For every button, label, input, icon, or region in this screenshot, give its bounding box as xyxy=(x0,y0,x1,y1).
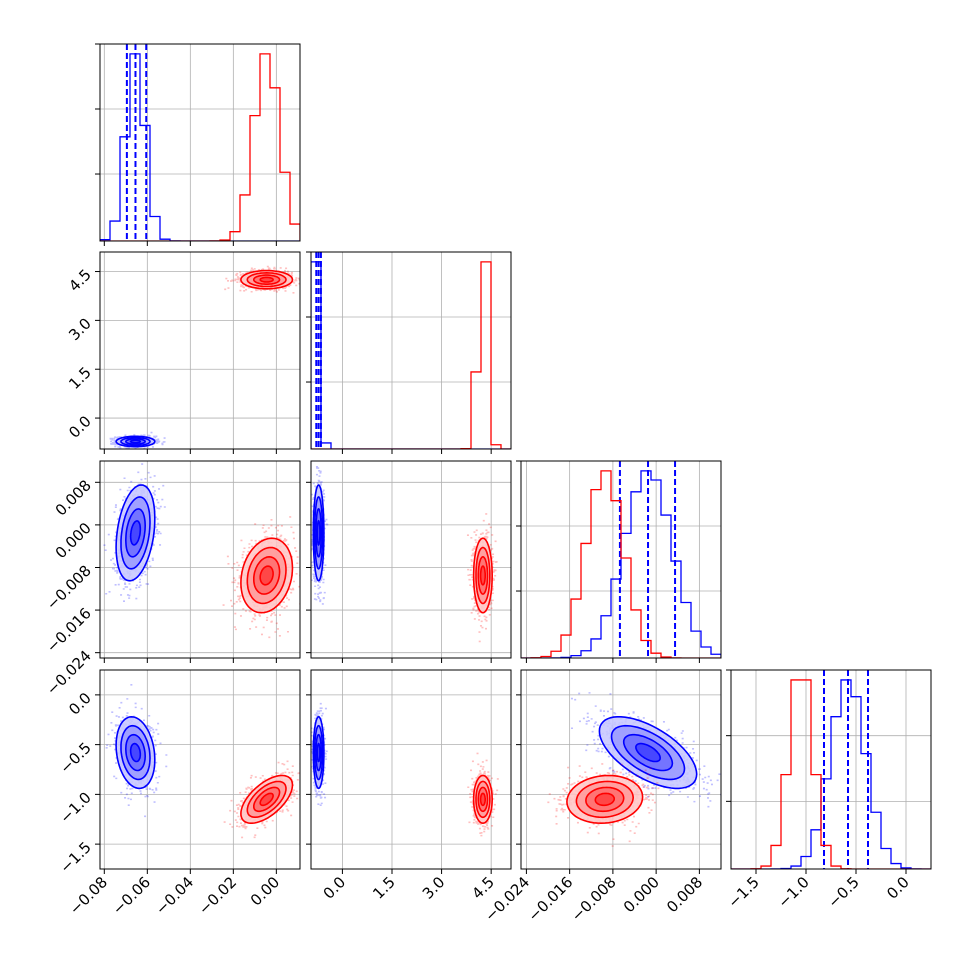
y-tick-label: −0.016 xyxy=(43,604,95,656)
x-tick-label: −1.0 xyxy=(774,873,812,911)
histogram-0 xyxy=(311,261,511,449)
grid-lines xyxy=(311,670,511,869)
contour-1-3 xyxy=(479,792,486,807)
panel-frame xyxy=(99,43,301,242)
y-tick-label: 4.5 xyxy=(65,266,95,296)
panel-content xyxy=(100,44,300,241)
grid-lines xyxy=(311,461,511,658)
x-tick-label: −0.06 xyxy=(109,873,154,918)
x-tick-label: 4.5 xyxy=(468,873,498,903)
y-tick-label: 1.5 xyxy=(65,363,95,393)
x-tick-label: −0.016 xyxy=(524,873,576,925)
contour-1-3 xyxy=(259,276,274,283)
panel-content xyxy=(311,670,511,869)
x-tick-label: 0.0 xyxy=(320,873,350,903)
panel-frame xyxy=(99,460,301,659)
panel-frame xyxy=(310,460,512,659)
panel-1-1 xyxy=(306,251,512,454)
panel-frame xyxy=(520,669,722,870)
panel-frame xyxy=(730,669,932,870)
contour-0-3 xyxy=(129,520,142,546)
x-tick-label: 1.5 xyxy=(369,873,399,903)
panel-2-1 xyxy=(306,460,512,663)
contour-0-3 xyxy=(316,742,321,763)
panel-3-1: 0.0 1.5 3.0 4.5 xyxy=(306,669,512,903)
contour-1-3 xyxy=(259,792,274,807)
x-tick-label: 0.008 xyxy=(663,873,706,916)
panel-3-3: −1.5 −1.0 −0.5 0.0 xyxy=(724,669,932,912)
panel-1-0: 0.0 1.5 3.0 4.5 xyxy=(65,251,301,454)
x-tick-label: −0.008 xyxy=(568,873,620,925)
y-tick-label: 0.008 xyxy=(52,476,95,519)
y-tick-label: 0.0 xyxy=(65,412,95,442)
contour-0-3 xyxy=(129,439,142,444)
x-tick-label: 0.0 xyxy=(883,873,913,903)
panel-content xyxy=(100,670,300,869)
y-tick-label: 3.0 xyxy=(65,314,95,344)
histogram-1 xyxy=(311,261,511,449)
contour-0-3 xyxy=(635,742,662,763)
panel-content xyxy=(100,252,300,449)
panel-2-2 xyxy=(516,460,722,663)
panel-content xyxy=(311,461,511,658)
x-tick-label: −0.04 xyxy=(152,873,197,918)
x-tick-label: −0.02 xyxy=(195,873,240,918)
panel-frame xyxy=(99,669,301,870)
y-tick-label: −0.024 xyxy=(43,647,95,699)
x-tick-label: 3.0 xyxy=(419,873,449,903)
x-tick-label: 0.00 xyxy=(247,873,283,909)
histogram-1 xyxy=(100,53,300,241)
panel-0-0 xyxy=(95,43,301,246)
panel-3-0: −0.08−0.06−0.04−0.02 0.00 −1.5 −1.0 −0.5 0.0 xyxy=(56,669,301,918)
grid-lines xyxy=(100,44,300,241)
panel-content xyxy=(521,670,721,869)
contour-0-3 xyxy=(129,742,142,763)
contour-1-3 xyxy=(259,565,274,586)
histogram-1 xyxy=(731,679,931,869)
panel-content xyxy=(731,670,931,869)
contour-1-3 xyxy=(594,792,615,807)
x-tick-label: 0.000 xyxy=(620,873,663,916)
panel-3-2: −0.024−0.016−0.008 0.000 0.008 xyxy=(481,669,722,925)
y-tick-label: 0.000 xyxy=(52,519,95,562)
panel-content xyxy=(100,461,300,658)
x-tick-label: −0.08 xyxy=(66,873,111,918)
contour-1-3 xyxy=(479,565,486,586)
grid-lines xyxy=(100,252,300,449)
y-tick-label: −0.5 xyxy=(56,739,94,777)
y-tick-label: −1.5 xyxy=(56,838,94,876)
panel-frame xyxy=(99,251,301,450)
histogram-0 xyxy=(100,53,300,241)
grid-lines xyxy=(731,670,931,869)
contour-0-3 xyxy=(316,519,321,547)
histogram-0 xyxy=(521,470,721,658)
y-tick-label: −0.008 xyxy=(43,562,95,614)
x-tick-label: −1.5 xyxy=(724,873,762,911)
y-tick-label: −1.0 xyxy=(56,788,94,826)
y-tick-label: 0.0 xyxy=(65,689,95,719)
panel-content xyxy=(311,252,511,449)
histogram-0 xyxy=(731,679,931,869)
panel-frame xyxy=(310,669,512,870)
panel-content xyxy=(521,461,721,658)
panel-frame xyxy=(520,460,722,659)
panel-frame xyxy=(310,251,512,450)
x-tick-label: −0.5 xyxy=(824,873,862,911)
